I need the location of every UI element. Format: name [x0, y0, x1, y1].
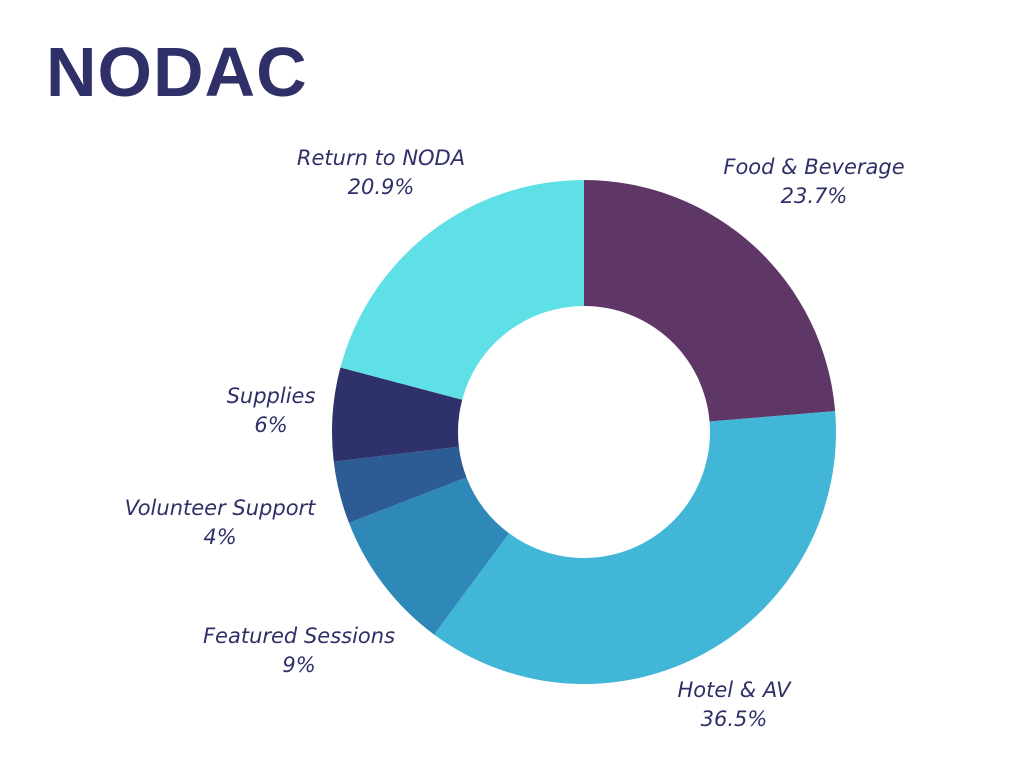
- slice-volunteer-support: [333, 446, 467, 523]
- slice-hotel-and-av: [434, 411, 837, 685]
- slice-value-hotel-and-av: 36.5%: [701, 707, 768, 731]
- slice-value-return-to-noda: 20.9%: [348, 175, 415, 199]
- slice-label-supplies: Supplies: [227, 384, 316, 408]
- slice-featured-sessions: [348, 477, 510, 635]
- slice-label-volunteer-support: Volunteer Support: [125, 496, 317, 520]
- slice-label-featured-sessions: Featured Sessions: [203, 624, 395, 648]
- slice-food-and-beverage: [584, 180, 836, 422]
- slice-return-to-noda: [340, 180, 584, 400]
- slice-value-featured-sessions: 9%: [282, 653, 315, 677]
- slice-value-volunteer-support: 4%: [203, 525, 236, 549]
- slice-value-food-and-beverage: 23.7%: [781, 184, 848, 208]
- slice-supplies: [332, 367, 463, 462]
- slice-label-return-to-noda: Return to NODA: [297, 146, 465, 170]
- chart-title: NODAC: [46, 33, 308, 111]
- donut-slices: [332, 180, 837, 685]
- slice-labels: Food & Beverage 23.7% Hotel & AV 36.5% Featu…: [125, 146, 905, 731]
- slice-value-supplies: 6%: [254, 413, 287, 437]
- slice-label-food-and-beverage: Food & Beverage: [723, 155, 904, 179]
- slice-label-hotel-and-av: Hotel & AV: [677, 678, 792, 702]
